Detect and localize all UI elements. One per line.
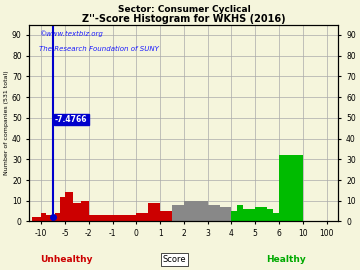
Bar (249, 209, 255, 221)
Bar (148, 203, 160, 221)
Bar (213, 205, 220, 221)
Text: Healthy: Healthy (266, 255, 306, 264)
Bar (225, 207, 231, 221)
Bar (65, 193, 73, 221)
Bar (60, 197, 65, 221)
Bar (231, 211, 237, 221)
Title: Z''-Score Histogram for WKHS (2016): Z''-Score Histogram for WKHS (2016) (82, 14, 286, 24)
Bar (89, 215, 113, 221)
Bar (279, 155, 303, 221)
Bar (51, 215, 55, 221)
Bar (160, 211, 172, 221)
Bar (273, 213, 279, 221)
Bar (208, 205, 213, 221)
Bar (55, 213, 60, 221)
Bar (261, 207, 267, 221)
Bar (243, 209, 249, 221)
Text: ©www.textbiz.org: ©www.textbiz.org (39, 31, 103, 37)
Bar (202, 201, 208, 221)
Bar (81, 201, 89, 221)
Bar (41, 213, 46, 221)
Text: Unhealthy: Unhealthy (40, 255, 93, 264)
Bar (255, 207, 261, 221)
Bar (184, 201, 190, 221)
Bar (220, 207, 225, 221)
Bar (32, 217, 36, 221)
Text: The Research Foundation of SUNY: The Research Foundation of SUNY (39, 46, 158, 52)
Bar (113, 215, 136, 221)
Y-axis label: Number of companies (531 total): Number of companies (531 total) (4, 71, 9, 175)
Text: Sector: Consumer Cyclical: Sector: Consumer Cyclical (117, 5, 250, 14)
Bar (237, 205, 243, 221)
Text: -7.4766: -7.4766 (55, 115, 87, 124)
Bar (136, 213, 148, 221)
Bar (36, 217, 41, 221)
Bar (267, 209, 273, 221)
Bar (196, 201, 202, 221)
Bar (73, 203, 81, 221)
Bar (46, 215, 51, 221)
Bar (172, 205, 184, 221)
Text: Score: Score (163, 255, 186, 264)
Bar (190, 201, 196, 221)
